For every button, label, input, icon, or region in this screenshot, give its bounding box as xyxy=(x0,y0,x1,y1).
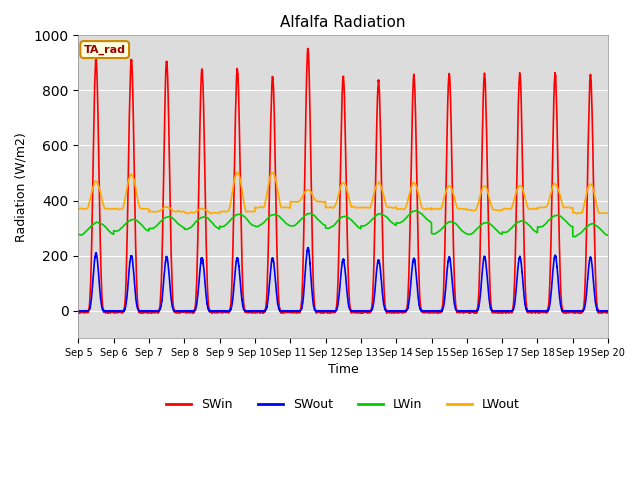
Legend: SWin, SWout, LWin, LWout: SWin, SWout, LWin, LWout xyxy=(161,393,525,416)
Y-axis label: Radiation (W/m2): Radiation (W/m2) xyxy=(15,132,28,241)
X-axis label: Time: Time xyxy=(328,363,358,376)
Text: TA_rad: TA_rad xyxy=(84,45,125,55)
Title: Alfalfa Radiation: Alfalfa Radiation xyxy=(280,15,406,30)
